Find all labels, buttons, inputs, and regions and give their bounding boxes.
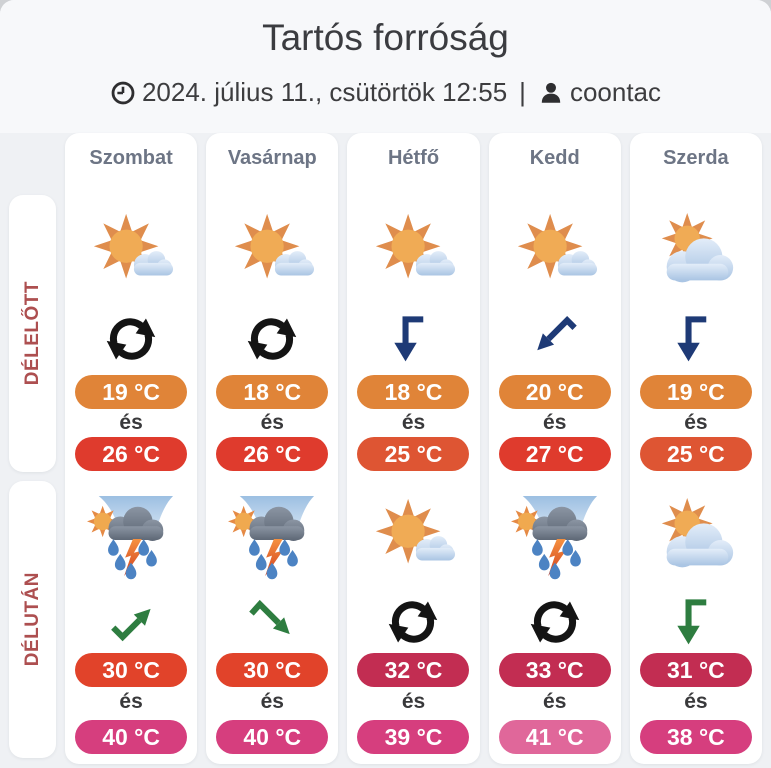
temp-min-pill: 18 °C — [216, 375, 329, 409]
afternoon-forecast: 33 °C és 41 °C — [489, 471, 621, 754]
temp-min-pill: 19 °C — [639, 375, 752, 409]
arrow-up-right-icon — [103, 594, 159, 650]
arrow-down-icon — [668, 311, 724, 367]
day-name: Szerda — [663, 147, 729, 169]
header: Tartós forróság 2024. július 11., csütör… — [0, 0, 771, 133]
and-label: és — [543, 411, 567, 434]
temp-max-pill: 25 °C — [357, 437, 470, 471]
day-name: Kedd — [529, 147, 580, 169]
afternoon-label: DÉLUTÁN — [21, 572, 43, 667]
temp-max-pill: 38 °C — [639, 720, 752, 754]
morning-forecast: 19 °C és 26 °C — [65, 170, 197, 471]
temp-max-pill: 40 °C — [75, 720, 188, 754]
subtitle: 2024. július 11., csütörtök 12:55 | coon… — [0, 77, 771, 108]
temp-max-pill: 27 °C — [498, 437, 611, 471]
temp-min-pill: 30 °C — [75, 653, 188, 687]
temp-max-pill: 40 °C — [216, 720, 329, 754]
sun-cloud-icon — [376, 213, 456, 279]
label-spacer — [9, 133, 56, 195]
afternoon-forecast: 32 °C és 39 °C — [347, 471, 479, 754]
row-labels-column: DÉLELŐTT DÉLUTÁN — [9, 133, 56, 758]
day-column-szerda[interactable]: Szerda 19 °C és 25 °C 31 °C és 38 °C — [629, 133, 762, 764]
temp-max-pill: 25 °C — [639, 437, 752, 471]
temp-max-pill: 26 °C — [75, 437, 188, 471]
temp-min-pill: 32 °C — [357, 653, 470, 687]
row-label-morning: DÉLELŐTT — [9, 195, 56, 472]
and-label: és — [401, 411, 426, 434]
day-column-hetfo[interactable]: Hétfő 18 °C és 25 °C 32 °C és 39 °C — [347, 133, 480, 764]
row-label-afternoon: DÉLUTÁN — [9, 481, 56, 758]
morning-forecast: 19 °C és 25 °C — [630, 170, 762, 471]
temp-max-pill: 26 °C — [216, 437, 329, 471]
arrow-down-right-icon — [244, 594, 300, 650]
and-label: és — [119, 690, 143, 713]
morning-forecast: 18 °C és 25 °C — [347, 170, 479, 471]
separator: | — [519, 77, 526, 107]
temp-max-pill: 39 °C — [357, 720, 470, 754]
thunderstorm-icon — [228, 496, 315, 580]
sun-cloud-icon — [517, 213, 597, 279]
page-title: Tartós forróság — [262, 17, 509, 58]
datetime-text: 2024. július 11., csütörtök 12:55 — [141, 77, 508, 107]
and-label: és — [543, 690, 567, 713]
cloud-sun-icon — [661, 497, 734, 568]
morning-label: DÉLELŐTT — [21, 281, 43, 386]
refresh-icon — [244, 311, 300, 367]
sun-cloud-icon — [235, 213, 315, 279]
day-column-kedd[interactable]: Kedd 20 °C és 27 °C 33 °C és 41 °C — [488, 133, 621, 764]
afternoon-forecast: 30 °C és 40 °C — [65, 471, 197, 754]
morning-forecast: 18 °C és 26 °C — [206, 170, 338, 471]
username[interactable]: coontac — [569, 77, 662, 107]
arrow-down-icon — [385, 311, 441, 367]
temp-min-pill: 19 °C — [75, 375, 188, 409]
temp-min-pill: 20 °C — [498, 375, 611, 409]
thunderstorm-icon — [510, 496, 597, 580]
afternoon-forecast: 30 °C és 40 °C — [206, 471, 338, 754]
sun-cloud-icon — [93, 213, 174, 279]
temp-min-pill: 33 °C — [498, 653, 611, 687]
day-name: Vasárnap — [227, 147, 317, 169]
and-label: és — [684, 690, 708, 713]
day-column-vasarnap[interactable]: Vasárnap 18 °C és 26 °C 30 °C és 40 °C — [206, 133, 339, 764]
temp-min-pill: 18 °C — [357, 375, 470, 409]
morning-forecast: 20 °C és 27 °C — [489, 170, 621, 471]
and-label: és — [260, 411, 284, 434]
temp-min-pill: 30 °C — [216, 653, 329, 687]
thunderstorm-icon — [87, 496, 174, 580]
clock-icon — [111, 81, 135, 104]
forecast-grid: DÉLELŐTT DÉLUTÁN Szombat 19 °C és 26 °C … — [9, 133, 762, 768]
arrow-down-left-icon — [527, 311, 583, 367]
refresh-icon — [103, 311, 159, 367]
sun-cloud-icon — [376, 498, 456, 564]
and-label: és — [684, 411, 708, 434]
afternoon-forecast: 31 °C és 38 °C — [630, 471, 762, 754]
temp-max-pill: 41 °C — [498, 720, 611, 754]
arrow-down-icon — [668, 594, 724, 650]
temp-min-pill: 31 °C — [639, 653, 752, 687]
and-label: és — [119, 411, 143, 434]
refresh-icon — [385, 594, 441, 650]
day-column-szombat[interactable]: Szombat 19 °C és 26 °C 30 °C és 40 °C — [65, 133, 198, 764]
person-icon — [541, 82, 561, 103]
cloud-sun-icon — [661, 212, 734, 283]
day-name: Hétfő — [387, 147, 440, 169]
refresh-icon — [527, 594, 583, 650]
and-label: és — [260, 690, 284, 713]
and-label: és — [401, 690, 426, 713]
day-name: Szombat — [89, 147, 173, 169]
